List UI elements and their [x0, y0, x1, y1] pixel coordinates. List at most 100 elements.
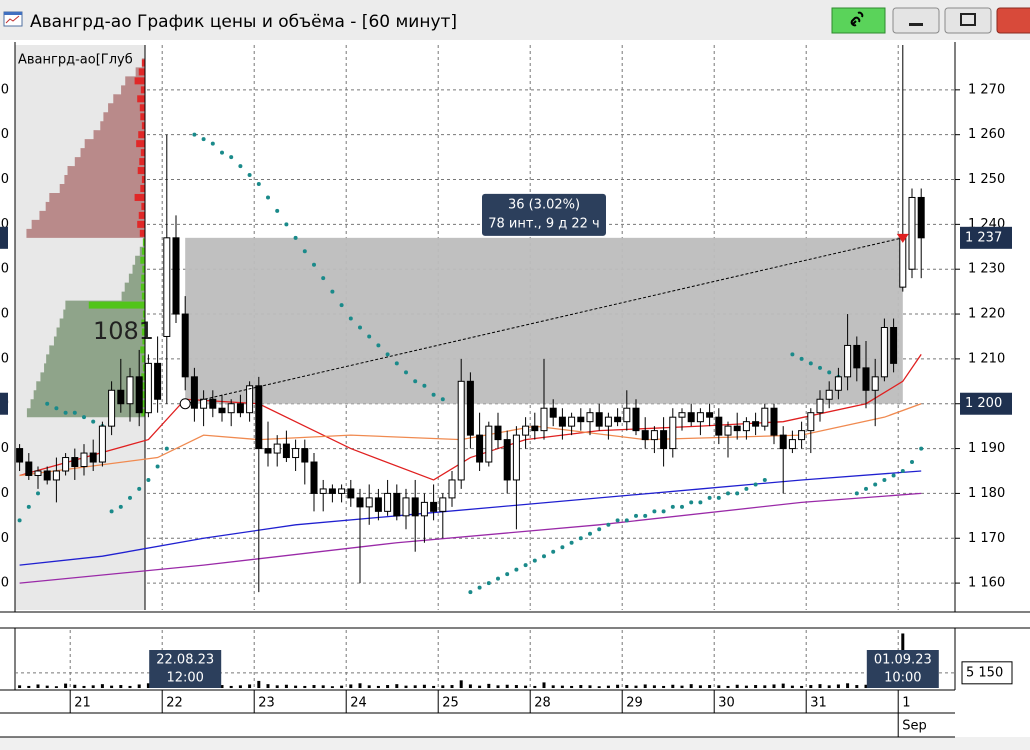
candle-body — [485, 425, 493, 463]
candle-body — [374, 497, 382, 512]
sar-dot — [440, 397, 445, 402]
y-tick-label: 1 180 — [968, 486, 1005, 501]
x-tick-label: 28 — [534, 696, 551, 711]
y-tick-label: 5 150 — [966, 665, 1003, 680]
y-tick-label: 1 180 — [0, 486, 9, 501]
candle-body — [71, 457, 79, 468]
candle-body — [62, 457, 70, 472]
volume-bar — [266, 684, 270, 688]
sar-dot — [358, 325, 362, 330]
candle-body — [650, 430, 658, 441]
indicator-line — [19, 470, 922, 566]
sar-dot — [919, 446, 924, 451]
y-tick-label: 1 190 — [0, 441, 9, 456]
sar-dot — [302, 249, 307, 254]
sar-dot — [818, 365, 822, 370]
volume-bar — [284, 684, 288, 688]
minimize-button[interactable] — [892, 7, 940, 34]
candle-body — [733, 425, 741, 432]
sar-dot — [505, 572, 510, 577]
sar-dot — [394, 361, 399, 366]
sar-dot — [615, 518, 620, 523]
candle-body — [16, 448, 24, 463]
y-tick-label: 1 170 — [968, 531, 1005, 546]
depth-bar — [142, 337, 145, 345]
depth-bar — [141, 274, 145, 282]
depth-bar — [140, 382, 145, 390]
sar-dot — [762, 477, 767, 482]
x-tick-label: 22 — [166, 696, 183, 711]
cursor-label-box — [866, 650, 939, 688]
depth-total-area — [26, 58, 145, 238]
depth-bar — [140, 149, 145, 157]
candle-body — [798, 430, 806, 441]
volume-bar — [551, 685, 555, 688]
y-tick-label: 1 210 — [0, 351, 9, 366]
depth-bar — [139, 158, 145, 166]
volume-bar — [340, 685, 344, 688]
close-button[interactable] — [996, 7, 1030, 34]
volume-bar — [800, 685, 804, 688]
y-tick-label: 1 260 — [0, 127, 9, 142]
candle-body — [614, 416, 622, 423]
sar-dot — [744, 486, 749, 491]
depth-bar — [140, 346, 145, 354]
volume-bar — [36, 684, 40, 688]
sar-dot — [726, 491, 730, 496]
volume-bar — [625, 685, 629, 688]
depth-bar — [88, 301, 145, 309]
volume-bar — [257, 680, 261, 688]
sar-dot — [634, 513, 638, 518]
sar-dot — [680, 504, 684, 509]
candle-body — [715, 416, 723, 436]
candle-body — [264, 448, 272, 454]
volume-bar — [422, 684, 426, 688]
volume-bar — [588, 685, 592, 688]
candle-body — [660, 430, 668, 450]
depth-bar — [142, 265, 145, 273]
cursor-label: 01.09.23 — [874, 653, 932, 668]
sar-dot — [873, 482, 878, 487]
candle-body — [687, 412, 695, 423]
maximize-button[interactable] — [944, 7, 992, 34]
depth-bar — [141, 409, 145, 417]
depth-big-label: 1081 — [93, 317, 154, 345]
volume-bar — [54, 686, 58, 688]
depth-bar — [139, 104, 145, 112]
candle-body — [641, 430, 649, 441]
sar-dot — [643, 513, 648, 518]
candle-body — [310, 461, 318, 494]
candle-body — [586, 412, 594, 423]
candle-body — [255, 385, 263, 450]
sar-dot — [891, 473, 896, 478]
volume-bar — [809, 685, 813, 688]
candle-body — [761, 407, 769, 427]
candle-body — [80, 452, 88, 468]
volume-bar — [137, 684, 141, 688]
depth-bar — [140, 86, 145, 94]
volume-bar — [100, 684, 104, 688]
sar-dot — [275, 208, 280, 213]
sar-dot — [155, 464, 160, 469]
candle-body — [218, 407, 226, 414]
candle-body — [411, 497, 419, 517]
volume-bar — [606, 685, 610, 688]
depth-total-area — [26, 237, 145, 418]
sar-dot — [330, 289, 335, 294]
volume-bar — [579, 685, 583, 688]
volume-bar — [27, 685, 31, 688]
volume-bar — [303, 685, 307, 688]
sar-dot — [486, 581, 491, 586]
volume-bar — [735, 684, 739, 688]
depth-bar — [141, 59, 145, 67]
x-tick-label: 31 — [810, 696, 827, 711]
volume-bar — [358, 683, 362, 688]
depth-bar — [141, 400, 145, 408]
candle-body — [531, 425, 539, 432]
depth-bar — [140, 184, 145, 192]
link-button[interactable] — [831, 7, 886, 34]
depth-title: Авангрд-ао[Глуб — [18, 53, 133, 68]
price-marker — [0, 226, 8, 249]
